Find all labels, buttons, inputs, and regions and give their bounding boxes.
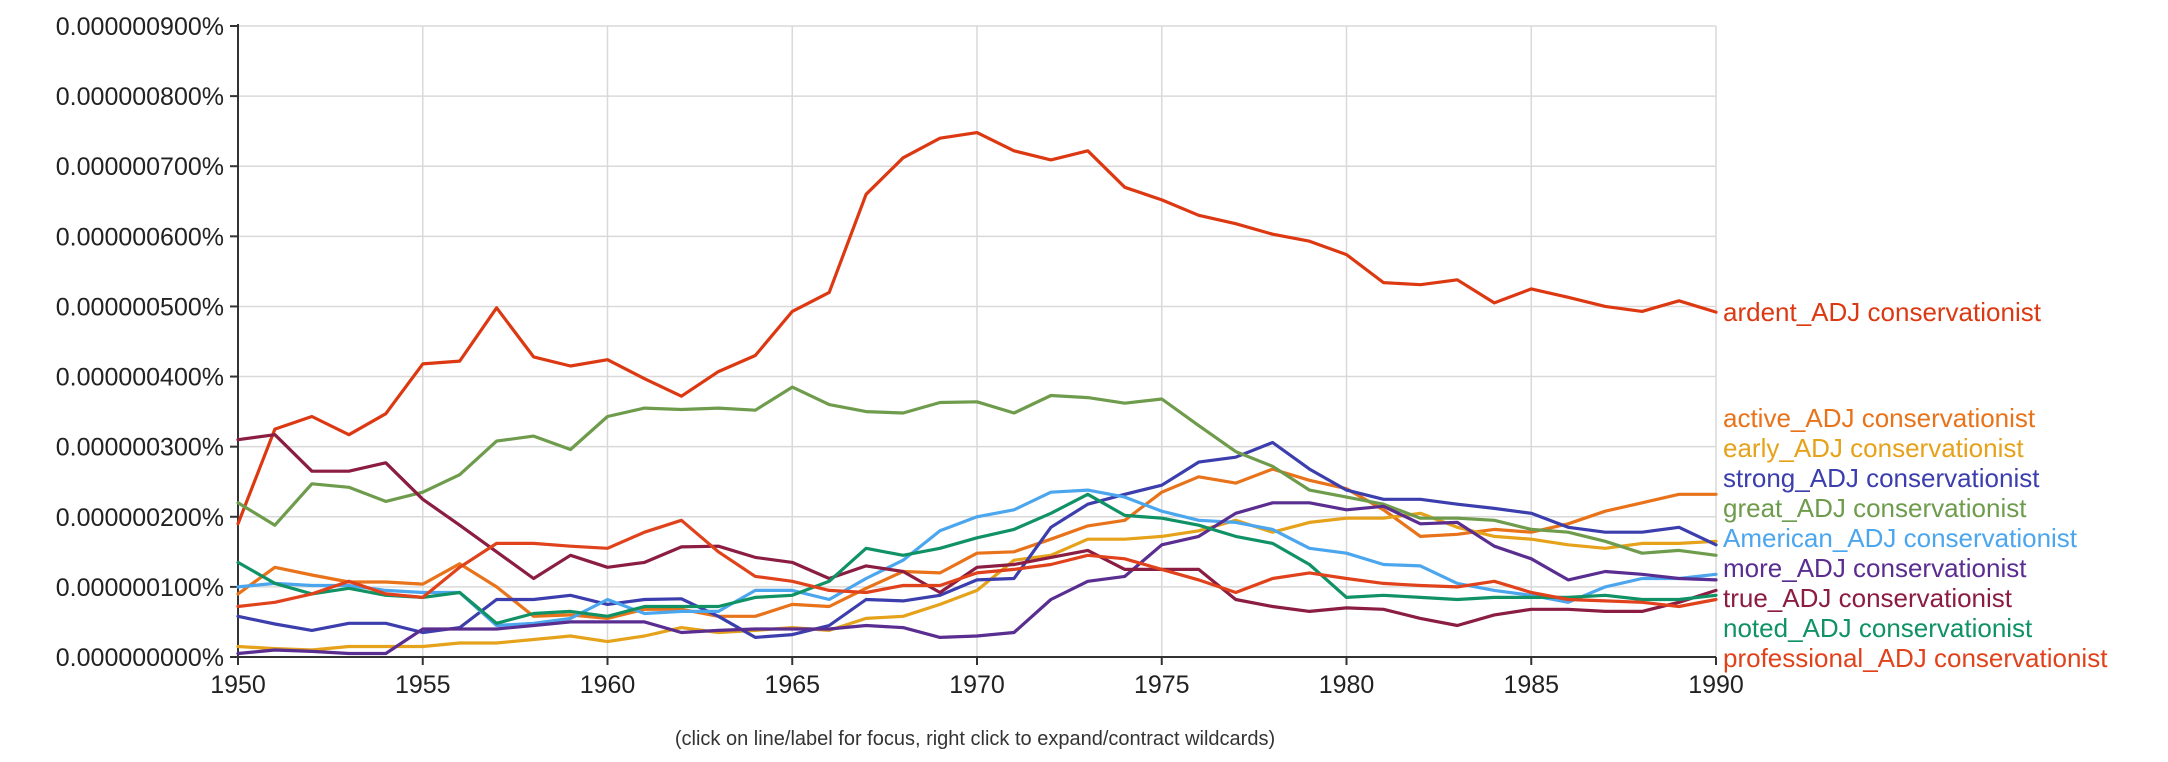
y-tick-label: 0.000000000% (56, 644, 224, 672)
legend-label-early[interactable]: early_ADJ conservationist (1723, 433, 2024, 463)
x-tick-label: 1970 (949, 671, 1005, 699)
series-line-strong[interactable] (236, 440, 1718, 640)
legend-label-strong[interactable]: strong_ADJ conservationist (1723, 463, 2040, 493)
x-tick-label: 1955 (395, 671, 451, 699)
series-line-ardent[interactable] (236, 131, 1718, 526)
y-tick-label: 0.000000800% (56, 83, 224, 111)
x-tick-label: 1975 (1134, 671, 1190, 699)
grid (238, 25, 1717, 657)
legend-label-american[interactable]: American_ADJ conservationist (1723, 523, 2078, 553)
legend-label-true[interactable]: true_ADJ conservationist (1723, 583, 2013, 613)
legend-label-professional[interactable]: professional_ADJ conservationist (1723, 643, 2108, 673)
series-line-more[interactable] (236, 501, 1718, 656)
y-tick-label: 0.000000700% (56, 153, 224, 181)
series-line-professional[interactable] (236, 518, 1718, 609)
legend[interactable]: ardent_ADJ conservationist active_ADJ con… (1723, 297, 2108, 673)
axes: 0.000000000% 0.000000100% 0.000000200% 0.00… (56, 13, 1744, 699)
legend-label-more[interactable]: more_ADJ conservationist (1723, 553, 2027, 583)
x-tick-label: 1990 (1688, 671, 1744, 699)
y-tick-label: 0.000000600% (56, 223, 224, 251)
y-tick-label: 0.000000500% (56, 293, 224, 321)
series-line-active[interactable] (236, 467, 1718, 621)
legend-label-ardent[interactable]: ardent_ADJ conservationist (1723, 297, 2042, 327)
series-line-true[interactable] (236, 433, 1718, 628)
y-tick-label: 0.000000900% (56, 13, 224, 41)
series-lines[interactable] (236, 131, 1718, 656)
y-tick-label: 0.000000100% (56, 574, 224, 602)
legend-label-noted[interactable]: noted_ADJ conservationist (1723, 613, 2033, 643)
series-line-noted[interactable] (236, 492, 1718, 625)
x-tick-label: 1985 (1503, 671, 1559, 699)
y-tick-label: 0.000000400% (56, 364, 224, 392)
x-tick-label: 1950 (210, 671, 266, 699)
x-tick-label: 1980 (1319, 671, 1375, 699)
y-tick-label: 0.000000200% (56, 504, 224, 532)
x-tick-label: 1960 (580, 671, 636, 699)
y-tick-label: 0.000000300% (56, 434, 224, 462)
instruction-note: (click on line/label for focus, right cl… (674, 728, 1276, 750)
legend-label-great[interactable]: great_ADJ conservationist (1723, 493, 2027, 523)
legend-label-active[interactable]: active_ADJ conservationist (1723, 403, 2036, 433)
x-tick-label: 1965 (764, 671, 820, 699)
series-line-great[interactable] (236, 385, 1718, 557)
